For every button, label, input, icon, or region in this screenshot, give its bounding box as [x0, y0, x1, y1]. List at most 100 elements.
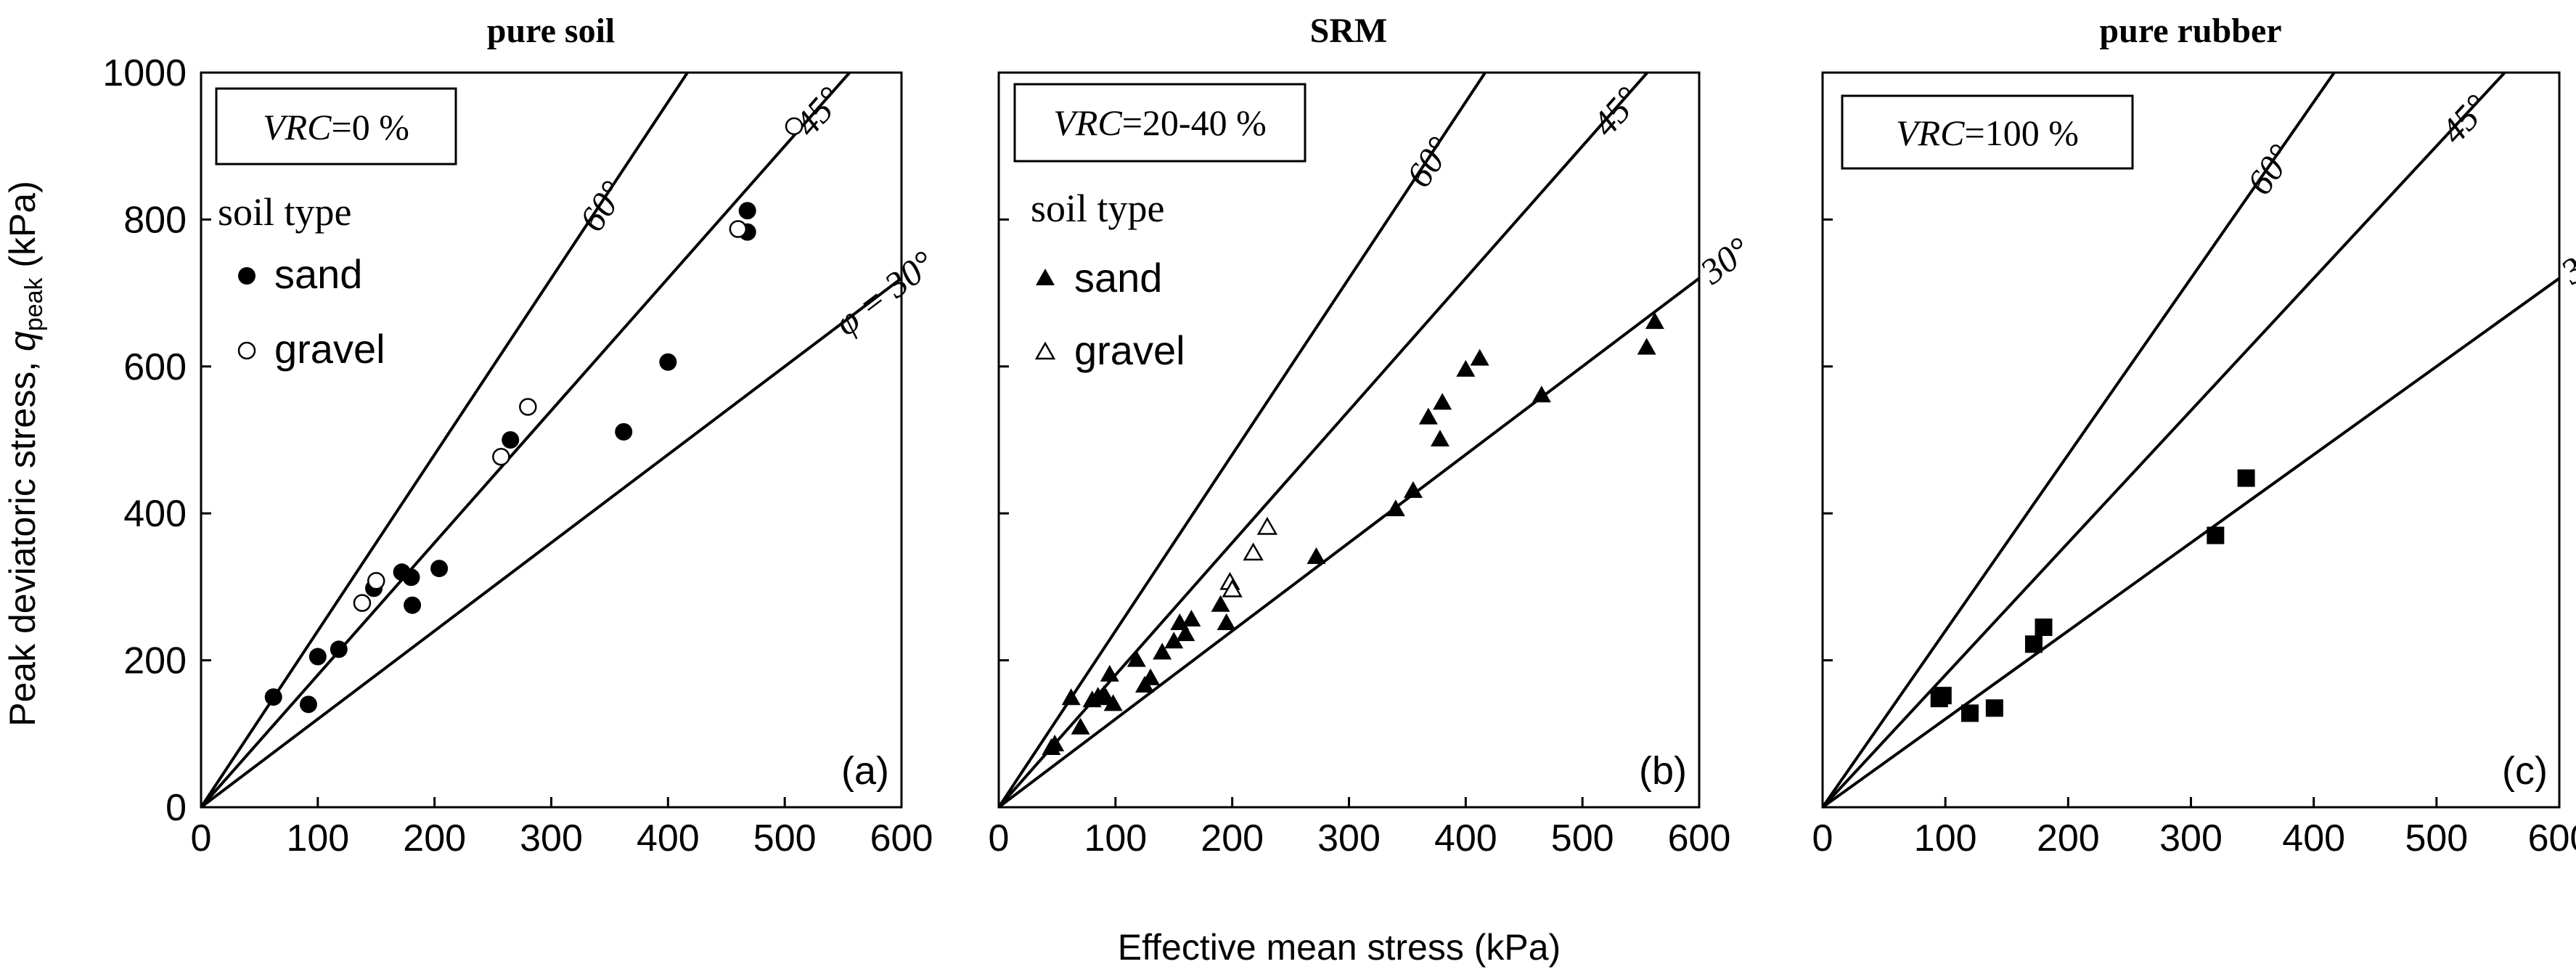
legend-sand-label: sand	[274, 251, 362, 297]
reference-line-3	[201, 277, 901, 807]
ticks-layer: 0 100 200 300 400 500 600	[989, 71, 1730, 859]
x-axis-label: Effective mean stress (kPa)	[1118, 927, 1561, 968]
vrc-box	[1841, 94, 2134, 170]
lines-layer	[201, 73, 901, 807]
legend-gravel-marker	[1034, 341, 1056, 360]
data-point-rubber	[2237, 469, 2255, 487]
reference-line-3	[999, 277, 1699, 807]
data-point-gravel	[1243, 542, 1264, 561]
x-tick-label: 0	[989, 817, 1010, 859]
vrc-box	[215, 87, 457, 166]
x-tick-label: 200	[1201, 817, 1264, 859]
legend-gravel-label: gravel	[1074, 327, 1185, 373]
y-tick-label: 600	[123, 346, 187, 388]
data-point-gravel	[519, 398, 537, 416]
points-layer	[264, 117, 804, 714]
data-point-sand	[330, 640, 348, 658]
data-point-sand	[1433, 393, 1452, 410]
vrc-text: VRC=20-40 %	[1053, 102, 1266, 143]
x-tick-label: 100	[1084, 817, 1147, 859]
x-tick-label: 400	[637, 817, 700, 859]
y-tick-label: 0	[165, 787, 187, 829]
reference-line-1	[1823, 73, 2336, 807]
x-tick-label: 100	[1914, 817, 1977, 859]
data-point-sand	[430, 560, 449, 578]
y-tick-label: 200	[123, 640, 187, 682]
data-point-sand	[1127, 650, 1146, 667]
panel-label: (a)	[841, 749, 889, 793]
legend-sand-label: sand	[1074, 255, 1162, 301]
x-tick-label: 500	[2405, 817, 2468, 859]
x-tick-label: 300	[520, 817, 583, 859]
data-point-rubber	[2024, 635, 2043, 653]
x-tick-label: 600	[2528, 817, 2576, 859]
x-tick-label: 600	[870, 817, 933, 859]
lines-layer	[999, 73, 1699, 807]
data-point-sand	[308, 648, 327, 666]
x-tick-label: 100	[286, 817, 349, 859]
points-layer	[1930, 469, 2255, 722]
data-point-sand	[1141, 668, 1161, 685]
reference-line-1	[999, 73, 1487, 807]
data-point-sand	[1645, 312, 1664, 330]
data-point-gravel	[367, 572, 385, 590]
data-point-sand	[299, 695, 317, 714]
ticks-layer: 0 100 200 300 400 500 600 0 200 400 600 800 1000	[102, 52, 933, 859]
x-tick-label: 200	[403, 817, 466, 859]
data-point-gravel	[1256, 516, 1278, 535]
x-tick-label: 0	[1812, 817, 1833, 859]
reference-line-2	[1823, 73, 2506, 807]
data-point-sand	[1153, 642, 1172, 660]
data-point-sand	[1470, 348, 1489, 366]
data-point-sand	[1164, 632, 1184, 649]
data-point-rubber	[1961, 704, 1979, 722]
data-point-gravel	[353, 594, 372, 612]
panel-title: SRM	[1310, 12, 1388, 50]
panel-title: pure rubber	[2099, 12, 2281, 50]
reference-line-1	[201, 73, 689, 807]
x-tick-label: 300	[1317, 817, 1381, 859]
x-tick-label: 500	[753, 817, 817, 859]
data-point-sand	[1176, 624, 1195, 642]
panel-label: (c)	[2502, 749, 2548, 793]
y-axis-label: Peak deviatoric stress, qpeak (kPa)	[2, 181, 48, 727]
x-tick-label: 200	[2037, 817, 2100, 859]
data-point-sand	[1100, 664, 1119, 682]
legend-gravel-marker	[237, 341, 256, 360]
panel-pure-rubber: pure rubber VRC=100 % (c) 0 100 200 300 400 5…	[1812, 12, 2576, 859]
data-point-sand	[502, 431, 520, 449]
legend-title: soil type	[1031, 187, 1165, 230]
reference-line-3	[1823, 277, 2559, 807]
panel-label: (b)	[1639, 749, 1687, 793]
x-tick-label: 400	[1434, 817, 1497, 859]
legend-title: soil type	[218, 190, 352, 234]
data-point-gravel	[785, 117, 804, 136]
data-point-sand	[1217, 613, 1236, 630]
data-point-sand	[1403, 481, 1423, 498]
data-point-sand	[264, 688, 282, 706]
x-tick-label: 400	[2282, 817, 2345, 859]
panel-title: pure soil	[487, 12, 615, 50]
points-layer	[1042, 312, 1664, 756]
data-point-rubber	[2035, 618, 2053, 637]
y-tick-label: 800	[123, 199, 187, 241]
data-point-sand	[1061, 688, 1081, 706]
data-point-sand	[1386, 499, 1405, 517]
data-point-sand	[1456, 359, 1476, 377]
data-point-sand	[1103, 694, 1123, 711]
reference-line-2	[201, 73, 851, 807]
data-point-sand	[402, 568, 420, 587]
data-point-sand	[615, 422, 633, 441]
vrc-text: VRC=0 %	[263, 107, 409, 147]
data-point-sand	[1071, 717, 1090, 735]
y-tick-label: 1000	[102, 52, 187, 94]
legend-sand-marker	[1036, 269, 1055, 285]
data-point-sand	[1418, 407, 1438, 425]
data-point-gravel	[492, 448, 510, 466]
data-point-rubber	[1985, 699, 2003, 717]
legend-gravel-label: gravel	[274, 326, 385, 372]
data-point-rubber	[1934, 687, 1952, 705]
data-point-sand	[1045, 734, 1065, 751]
reference-line-2	[999, 73, 1649, 807]
x-tick-label: 300	[2159, 817, 2223, 859]
